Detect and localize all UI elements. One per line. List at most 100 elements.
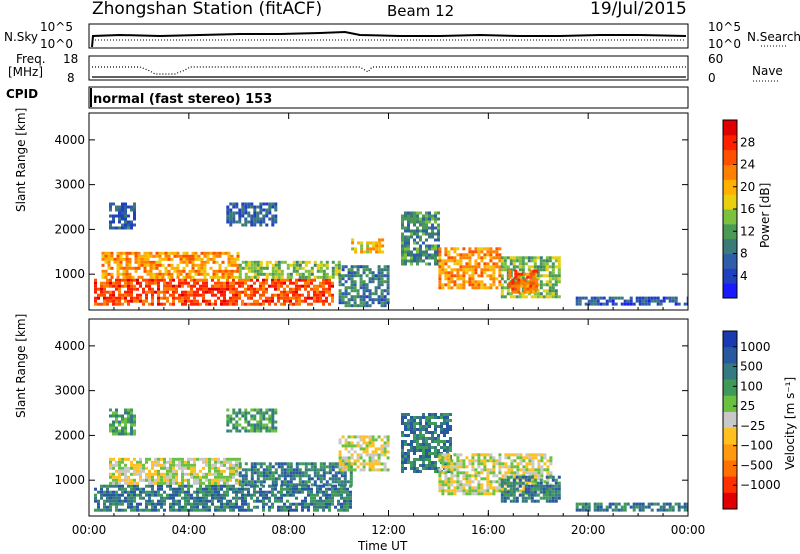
- heatmap-cell: [203, 272, 207, 276]
- heatmap-cell: [551, 283, 555, 287]
- heatmap-cell: [350, 289, 354, 293]
- heatmap-cell: [157, 475, 160, 479]
- heatmap-cell: [205, 487, 208, 491]
- heatmap-cell: [410, 217, 413, 221]
- heatmap-cell: [109, 290, 112, 294]
- heatmap-cell: [277, 477, 281, 481]
- heatmap-cell: [322, 290, 325, 294]
- heatmap-cell: [419, 416, 422, 419]
- heatmap-cell: [193, 302, 196, 306]
- heatmap-cell: [170, 266, 174, 270]
- heatmap-cell: [407, 250, 410, 254]
- heatmap-cell: [136, 299, 139, 303]
- heatmap-cell: [271, 408, 275, 412]
- heatmap-cell: [551, 478, 555, 482]
- heatmap-cell: [307, 278, 310, 282]
- heatmap-cell: [527, 493, 531, 497]
- heatmap-cell: [545, 487, 549, 491]
- heatmap-cell: [103, 299, 106, 303]
- heatmap-cell: [531, 465, 535, 469]
- heatmap-cell: [133, 414, 136, 418]
- heatmap-cell: [503, 280, 507, 284]
- heatmap-cell: [650, 299, 654, 303]
- heatmap-cell: [184, 499, 187, 503]
- heatmap-cell: [515, 481, 519, 485]
- heatmap-cell: [112, 481, 115, 485]
- heatmap-cell: [593, 296, 597, 300]
- heatmap-cell: [350, 435, 354, 439]
- heatmap-cell: [407, 235, 410, 239]
- heatmap-cell: [557, 490, 561, 494]
- heatmap-cell: [205, 508, 208, 512]
- heatmap-cell: [410, 232, 413, 236]
- heatmap-cell: [244, 275, 248, 279]
- heatmap-cell: [256, 260, 260, 264]
- heatmap-cell: [166, 290, 169, 294]
- heatmap-cell: [211, 502, 214, 506]
- heatmap-cell: [575, 502, 579, 506]
- heatmap-cell: [172, 290, 175, 294]
- heatmap-cell: [238, 214, 242, 218]
- heatmap-cell: [546, 459, 550, 463]
- heatmap-cell: [534, 453, 538, 457]
- heatmap-cell: [328, 281, 331, 285]
- heatmap-cell: [539, 262, 543, 266]
- heatmap-cell: [407, 434, 410, 437]
- heatmap-cell: [380, 292, 384, 296]
- heatmap-cell: [205, 475, 208, 479]
- heatmap-cell: [575, 296, 579, 300]
- heatmap-cell: [268, 490, 271, 494]
- heatmap-cell: [456, 483, 460, 487]
- heatmap-cell: [298, 302, 301, 306]
- heatmap-cell: [434, 226, 437, 230]
- heatmap-cell: [313, 278, 316, 282]
- heatmap-cell: [139, 463, 142, 467]
- heatmap-cell: [407, 238, 410, 242]
- heatmap-cell: [578, 302, 582, 306]
- heatmap-cell: [510, 462, 514, 466]
- heatmap-cell: [184, 299, 187, 303]
- heatmap-cell: [112, 414, 115, 418]
- heatmap-cell: [197, 272, 201, 276]
- heatmap-cell: [533, 256, 537, 260]
- heatmap-cell: [444, 474, 448, 478]
- heatmap-cell: [447, 274, 451, 278]
- heatmap-cell: [149, 272, 153, 276]
- heatmap-cell: [322, 508, 325, 512]
- heatmap-cell: [271, 272, 275, 276]
- heatmap-cell: [506, 289, 510, 293]
- heatmap-cell: [241, 214, 245, 218]
- heatmap-cell: [480, 468, 484, 472]
- heatmap-cell: [368, 289, 372, 293]
- heatmap-cell: [106, 505, 109, 509]
- heatmap-cell: [124, 205, 127, 209]
- heatmap-cell: [456, 253, 460, 257]
- heatmap-cell: [110, 275, 114, 279]
- velocity-ylabel: Slant Range [km]: [14, 313, 28, 418]
- heatmap-cell: [468, 262, 472, 266]
- heatmap-cell: [522, 471, 526, 475]
- heatmap-cell: [128, 275, 132, 279]
- heatmap-cell: [109, 423, 112, 427]
- heatmap-cell: [211, 466, 214, 470]
- heatmap-cell: [133, 423, 136, 427]
- heatmap-cell: [115, 429, 118, 433]
- heatmap-cell: [202, 278, 205, 282]
- heatmap-cell: [191, 260, 195, 264]
- heatmap-cell: [386, 468, 390, 472]
- heatmap-cell: [295, 483, 299, 487]
- heatmap-cell: [328, 462, 332, 466]
- heatmap-cell: [344, 274, 348, 278]
- heatmap-cell: [638, 505, 642, 509]
- heatmap-cell: [265, 208, 269, 212]
- heatmap-cell: [533, 292, 537, 296]
- heatmap-cell: [554, 274, 558, 278]
- heatmap-cell: [383, 447, 387, 451]
- heatmap-cell: [106, 302, 109, 306]
- heatmap-cell: [199, 293, 202, 297]
- heatmap-cell: [121, 508, 124, 512]
- heatmap-cell: [112, 281, 115, 285]
- heatmap-cell: [437, 434, 440, 437]
- heatmap-cell: [434, 446, 437, 449]
- heatmap-cell: [542, 493, 546, 497]
